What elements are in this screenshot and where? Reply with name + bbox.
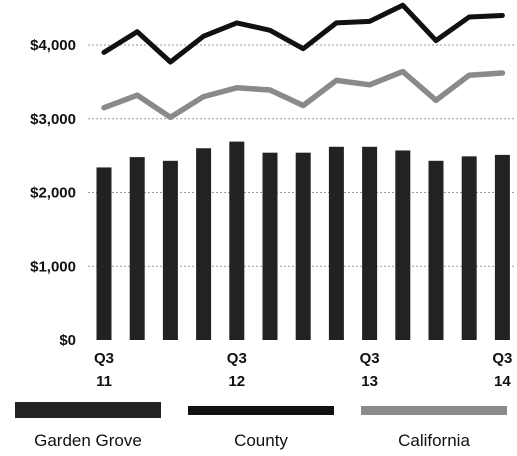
y-tick-label: $2,000 (30, 185, 76, 202)
x-axis: Q3 11 Q3 12 Q3 13 Q3 14 (94, 350, 512, 390)
series-line-california (101, 68, 506, 121)
x-tick-year: 13 (361, 373, 378, 390)
legend-swatch-garden-grove (15, 402, 161, 418)
y-tick-label: $4,000 (30, 37, 76, 54)
bar (428, 160, 444, 340)
bar (196, 148, 212, 340)
y-tick-label: $0 (59, 332, 76, 349)
bar (229, 141, 245, 340)
y-axis: $0 $1,000 $2,000 $3,000 $4,000 (30, 37, 76, 349)
x-tick-quarter: Q3 (227, 350, 247, 367)
legend-label-california: California (398, 431, 470, 450)
line-series (101, 2, 506, 121)
bar (96, 167, 112, 340)
legend-label-county: County (234, 431, 288, 450)
x-tick-year: 12 (228, 373, 245, 390)
legend-label-garden-grove: Garden Grove (34, 431, 142, 450)
legend-swatch-county (188, 406, 334, 415)
bar-series (96, 141, 510, 340)
bar (362, 146, 378, 340)
bar (461, 156, 477, 340)
y-tick-label: $1,000 (30, 258, 76, 275)
x-tick-quarter: Q3 (360, 350, 380, 367)
legend-swatch-california (361, 406, 507, 415)
bar (494, 154, 510, 340)
x-tick-year: 11 (96, 373, 112, 390)
y-tick-label: $3,000 (30, 111, 76, 128)
series-line-county (101, 2, 505, 65)
x-tick-year: 14 (494, 373, 511, 390)
x-tick-quarter: Q3 (492, 350, 512, 367)
bar (162, 160, 178, 340)
bar (295, 152, 311, 340)
bar (129, 157, 145, 340)
bar (395, 150, 411, 340)
bar (328, 146, 344, 340)
bar (262, 152, 278, 340)
x-tick-quarter: Q3 (94, 350, 114, 367)
legend: Garden Grove County California (15, 402, 507, 450)
